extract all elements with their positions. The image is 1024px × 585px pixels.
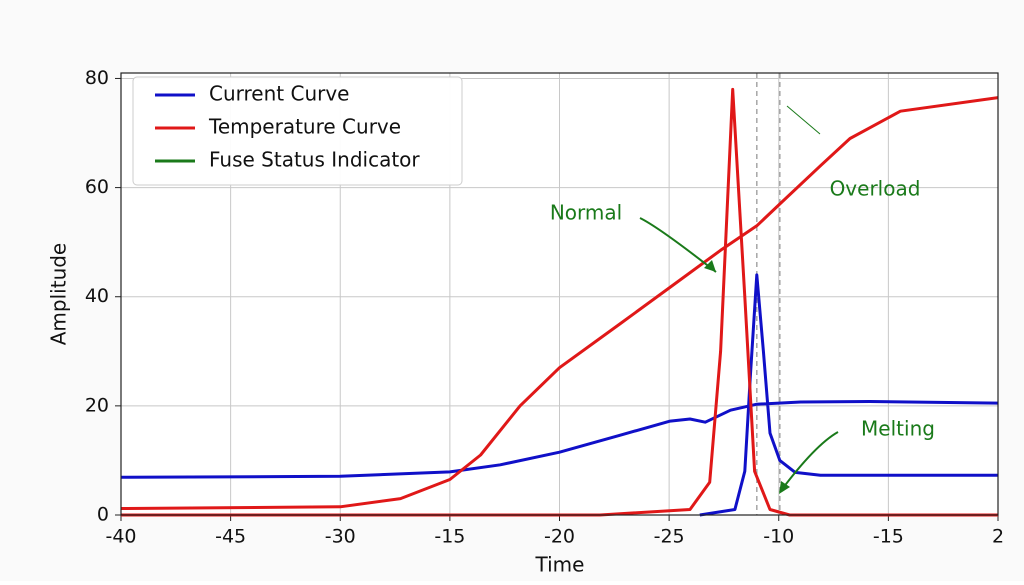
series-line bbox=[120, 87, 999, 517]
series-line bbox=[120, 273, 999, 517]
y-tick-label: 60 bbox=[85, 176, 109, 198]
legend: Current Curve Temperature Curve Fuse Statu… bbox=[132, 76, 463, 186]
legend-box bbox=[132, 76, 463, 186]
x-tick-label: -10 bbox=[763, 526, 794, 548]
arrow bbox=[786, 105, 821, 135]
legend-label: Current Curve bbox=[209, 82, 349, 106]
plot-frame bbox=[120, 72, 999, 516]
x-tick-label: -25 bbox=[654, 526, 685, 548]
legend-label: Temperature Curve bbox=[208, 115, 401, 139]
x-tick-label: -45 bbox=[215, 526, 246, 548]
x-tick-label: -40 bbox=[105, 526, 136, 548]
annotation: Overload bbox=[830, 177, 921, 201]
y-tick-label: 80 bbox=[85, 67, 109, 89]
x-tick-label: -15 bbox=[434, 526, 465, 548]
x-tick-label: -20 bbox=[544, 526, 575, 548]
arrow bbox=[639, 217, 717, 273]
annotations: Normal Overload Melting bbox=[550, 105, 935, 494]
x-tick-label: -15 bbox=[873, 526, 904, 548]
lines bbox=[120, 87, 999, 517]
annotation: Melting bbox=[861, 417, 935, 441]
x-tick-label: 2 bbox=[992, 526, 1004, 548]
annotation: Normal bbox=[550, 201, 622, 225]
legend-label: Fuse Status Indicator bbox=[209, 148, 420, 172]
arrow-head bbox=[779, 481, 790, 494]
y-tick-label: 20 bbox=[85, 394, 109, 416]
arrow-head bbox=[704, 260, 716, 272]
x-tick-label: -30 bbox=[325, 526, 356, 548]
arrow bbox=[779, 431, 839, 493]
y-tick-label: 40 bbox=[85, 285, 109, 307]
y-axis-label: Amplitude bbox=[47, 243, 71, 346]
x-axis-label: Time bbox=[535, 553, 585, 577]
y-tick-label: 0 bbox=[97, 504, 109, 526]
